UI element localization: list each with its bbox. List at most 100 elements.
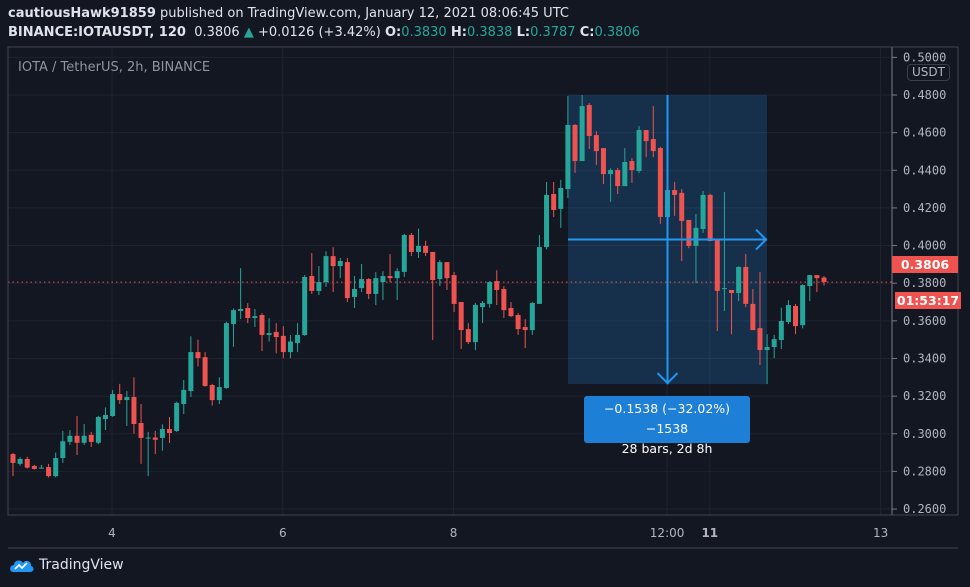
candle-body [487, 282, 493, 304]
candle-body [359, 279, 365, 289]
candle-body [67, 435, 73, 442]
candle-body [366, 279, 372, 294]
candles [8, 95, 892, 478]
candle-body [295, 334, 301, 344]
candle-body [117, 394, 123, 401]
candle-body [508, 308, 514, 317]
low-value: 0.3787 [530, 25, 576, 40]
candle-body [636, 130, 642, 172]
candle-body [515, 315, 521, 330]
chart-legend: IOTA / TetherUS, 2h, BINANCE [18, 60, 211, 75]
candle-body [608, 170, 614, 175]
candle-body [458, 302, 464, 331]
candle-body [657, 148, 663, 217]
x-tick-label: 11 [701, 526, 718, 540]
candle-body [10, 454, 16, 463]
candle-body [181, 389, 187, 405]
candle-body [622, 161, 628, 187]
candle-body [707, 194, 713, 242]
y-tick-label: 0.3200 [903, 389, 946, 403]
candle-body [778, 321, 784, 341]
candle-body [679, 192, 685, 221]
candle-body [593, 135, 599, 152]
measure-label: −0.1538 (−32.02%) −1538 28 bars, 2d 8h [584, 396, 750, 456]
candle-body [309, 276, 315, 291]
candle-body [558, 187, 564, 209]
last-price: 0.3806 [194, 25, 240, 40]
axes: 0.2600 0.2800 0.3000 0.3200 0.3400 0.3600 0.38… [7, 46, 959, 549]
author[interactable]: cautiousHawk91859 [8, 6, 156, 21]
candle-body [159, 429, 165, 438]
candle-body [700, 194, 706, 229]
tradingview-logo[interactable]: TradingView [10, 557, 124, 573]
price-change: +0.0126 (+3.42%) [257, 25, 381, 40]
candle-body [615, 170, 621, 187]
candle-body [337, 260, 343, 267]
y-tick-label: 0.3600 [903, 314, 946, 328]
candle-body [88, 434, 94, 442]
candle-body [209, 385, 215, 401]
arrow-right-icon [755, 228, 768, 251]
y-tick-label: 0.4800 [903, 88, 946, 102]
candle-body [53, 458, 59, 477]
candle-body [238, 308, 244, 312]
candle-body [351, 289, 357, 297]
candle-body [693, 227, 699, 246]
candle-body [629, 161, 635, 171]
candle-body [330, 256, 336, 267]
x-tick-label: 4 [108, 526, 116, 540]
candle-body [536, 247, 542, 304]
candle-body [451, 275, 457, 304]
candle-body [280, 335, 286, 353]
candle-body [110, 394, 116, 417]
candle-body [95, 417, 101, 443]
candle-body [686, 219, 692, 246]
candle-body [579, 106, 585, 162]
open-value: 0.3830 [401, 25, 447, 40]
arrow-down-icon [656, 372, 679, 385]
close-label: C: [579, 25, 595, 40]
candle-body [38, 467, 44, 469]
low-label: L: [516, 25, 531, 40]
measure-bars: 28 bars, 2d 8h [621, 441, 713, 456]
candle-body [102, 414, 108, 420]
candle-body [231, 310, 237, 325]
publish-info: cautiousHawk91859 published on TradingVi… [8, 6, 569, 21]
candle-body [729, 289, 735, 293]
y-tick-label: 0.4200 [903, 201, 946, 215]
candle-body [472, 305, 478, 343]
symbol: BINANCE:IOTAUSDT, 120 [8, 25, 186, 40]
candle-body [174, 402, 180, 431]
candle-body [273, 331, 279, 338]
candle-body [188, 352, 194, 392]
candle-body [373, 278, 379, 294]
candle-body [551, 193, 557, 210]
candle-body [416, 245, 421, 252]
x-tick-label: 13 [873, 526, 888, 540]
x-tick-label: 12:00 [650, 526, 685, 540]
candle-body [145, 437, 151, 439]
candle-body [323, 256, 329, 283]
candle-body [46, 467, 52, 477]
candle-body [380, 276, 386, 283]
candle-body [757, 328, 763, 351]
candle-body [650, 139, 656, 152]
x-tick-label: 6 [279, 526, 287, 540]
current-price-label: 0.3806 [892, 256, 958, 273]
measure-change: −0.1538 (−32.02%) −1538 [603, 401, 731, 436]
candle-body [387, 276, 393, 279]
x-tick-label: 8 [450, 526, 458, 540]
open-label: O: [384, 25, 402, 40]
candle-body [394, 271, 400, 279]
candle-body [750, 303, 756, 331]
high-label: H: [450, 25, 467, 40]
cloud-logo-icon [10, 560, 34, 572]
candle-body [17, 458, 23, 464]
candle-body [60, 441, 66, 459]
candle-body [344, 262, 350, 299]
currency-button[interactable]: USDT [907, 64, 950, 81]
candle-body [408, 235, 414, 252]
candle-body [529, 302, 535, 331]
y-tick-label: 0.5000 [903, 50, 946, 64]
